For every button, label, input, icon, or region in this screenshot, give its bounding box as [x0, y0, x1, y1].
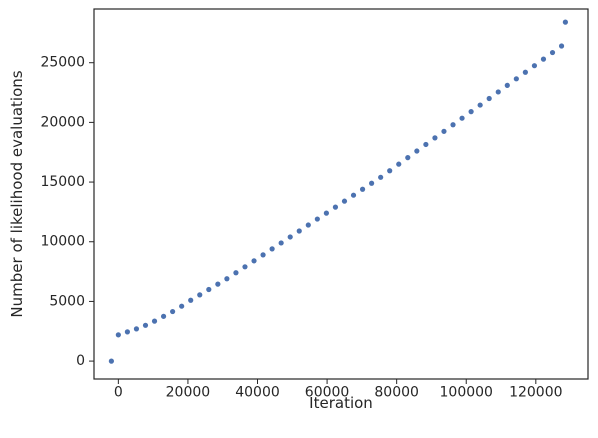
- y-tick-label: 10000: [40, 234, 85, 250]
- data-point: [486, 95, 492, 102]
- data-point: [369, 180, 375, 186]
- y-tick-label: 25000: [40, 55, 85, 71]
- data-point: [562, 19, 568, 25]
- data-point: [314, 216, 320, 222]
- data-point: [549, 49, 556, 56]
- data-point: [405, 155, 411, 161]
- data-point: [124, 329, 130, 335]
- x-tick-label: 40000: [235, 385, 280, 401]
- x-tick-label: 80000: [374, 385, 419, 401]
- data-point: [142, 322, 149, 328]
- data-point: [459, 115, 465, 121]
- data-point: [160, 313, 167, 319]
- data-point: [278, 240, 284, 246]
- y-tick-label: 20000: [40, 114, 85, 130]
- x-axis: 0 20000 40000 60000 80000 100000 120000: [114, 379, 563, 401]
- data-point: [350, 192, 357, 198]
- data-point: [378, 174, 384, 180]
- data-point: [233, 270, 239, 276]
- data-point: [133, 326, 140, 332]
- data-point: [387, 168, 393, 174]
- data-point: [450, 122, 456, 128]
- data-point: [477, 102, 483, 108]
- data-point: [188, 297, 194, 303]
- data-point: [296, 228, 302, 234]
- data-point: [224, 276, 230, 282]
- x-tick-label: 120000: [509, 385, 562, 401]
- data-point: [359, 186, 366, 192]
- x-tick-label: 20000: [166, 385, 211, 401]
- data-point: [332, 204, 339, 210]
- data-point: [504, 82, 510, 88]
- data-point: [215, 281, 221, 287]
- y-axis: 0 5000 10000 15000 20000 25000: [40, 55, 94, 369]
- data-point: [396, 161, 402, 167]
- data-point: [260, 252, 266, 258]
- data-point: [269, 246, 275, 252]
- data-point: [341, 198, 348, 204]
- data-point: [251, 258, 257, 264]
- scatter-points: [108, 19, 568, 364]
- y-tick-label: 0: [76, 353, 85, 369]
- data-point: [206, 286, 212, 293]
- y-axis-label: Number of likelihood evaluations: [8, 70, 26, 317]
- data-point: [495, 89, 501, 95]
- data-point: [115, 332, 121, 338]
- x-tick-label: 0: [114, 385, 123, 401]
- data-point: [432, 135, 438, 141]
- data-point: [323, 210, 329, 216]
- data-point: [197, 292, 203, 298]
- data-point: [414, 148, 420, 154]
- data-point: [441, 128, 447, 134]
- data-point: [151, 318, 158, 324]
- data-point: [305, 222, 311, 228]
- data-point: [522, 69, 528, 75]
- y-tick-label: 5000: [49, 293, 85, 309]
- x-tick-label: 100000: [440, 385, 493, 401]
- data-point: [287, 234, 293, 240]
- y-tick-label: 15000: [40, 174, 85, 190]
- data-point: [468, 109, 474, 115]
- data-point: [540, 56, 547, 62]
- data-point: [531, 63, 538, 69]
- data-point: [513, 76, 519, 82]
- x-tick-label: 60000: [305, 385, 350, 401]
- x-axis-label: Iteration: [309, 394, 373, 412]
- data-point: [179, 303, 185, 309]
- data-point: [108, 358, 114, 364]
- data-point: [170, 308, 176, 315]
- data-point: [423, 141, 429, 148]
- plot-frame: [93, 8, 589, 380]
- data-point: [558, 43, 565, 49]
- data-point: [242, 264, 248, 270]
